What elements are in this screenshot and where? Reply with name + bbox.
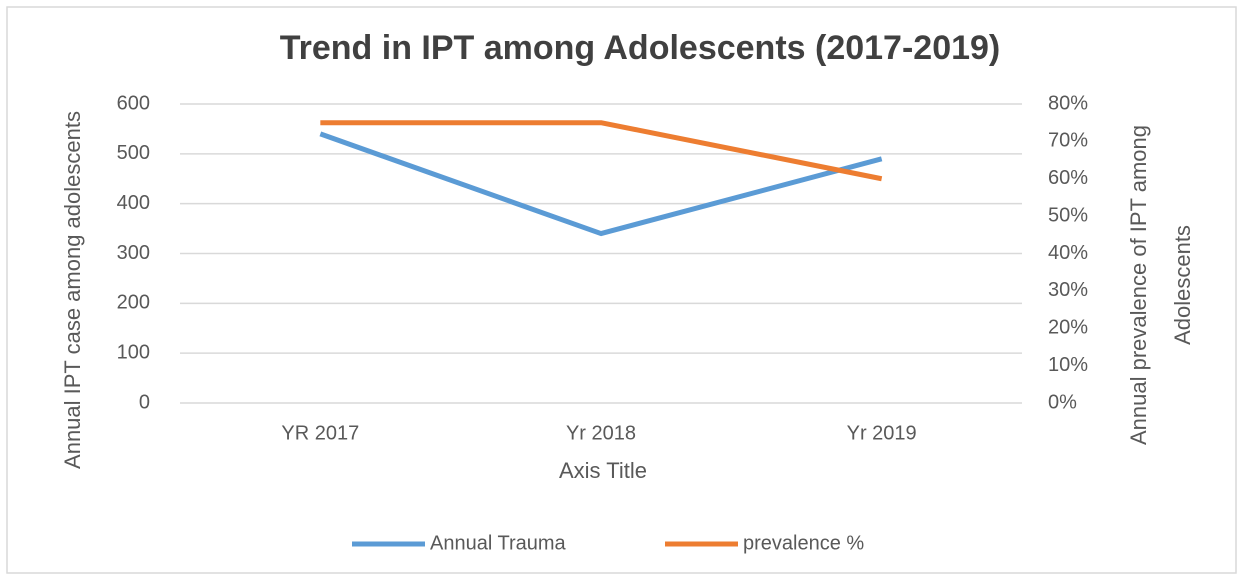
chart-title: Trend in IPT among Adolescents (2017-201… (280, 29, 1001, 67)
y2-tick-label: 10% (1048, 354, 1088, 376)
y2-tick-label: 70% (1048, 130, 1088, 152)
y-tick-label: 300 (117, 242, 150, 264)
x-axis-title: Axis Title (559, 458, 647, 483)
y2-tick-label: 20% (1048, 317, 1088, 339)
y-axis-title: Annual IPT case among adolescents (60, 111, 85, 469)
y2-axis-title: Annual prevalence of IPT among (1126, 125, 1151, 445)
line-series (319, 131, 883, 237)
line-series (320, 120, 883, 182)
legend-label: prevalence % (743, 532, 864, 554)
x-tick-label: Yr 2019 (847, 422, 917, 444)
y-tick-label: 400 (117, 192, 150, 214)
x-tick-label: Yr 2018 (566, 422, 636, 444)
x-tick-label: YR 2017 (281, 422, 359, 444)
y-tick-label: 0 (139, 391, 150, 413)
legend-label: Annual Trauma (430, 532, 567, 554)
y2-tick-label: 30% (1048, 279, 1088, 301)
y-tick-label: 500 (117, 142, 150, 164)
y2-tick-label: 40% (1048, 242, 1088, 264)
y2-tick-label: 60% (1048, 167, 1088, 189)
y2-tick-label: 0% (1048, 391, 1077, 413)
y-tick-label: 100 (117, 341, 150, 363)
y2-axis-title: Adolescents (1170, 225, 1195, 345)
y-tick-label: 600 (117, 92, 150, 114)
y-tick-label: 200 (117, 292, 150, 314)
y2-tick-label: 80% (1048, 92, 1088, 114)
chart-frame (6, 6, 1237, 574)
y2-tick-label: 50% (1048, 204, 1088, 226)
